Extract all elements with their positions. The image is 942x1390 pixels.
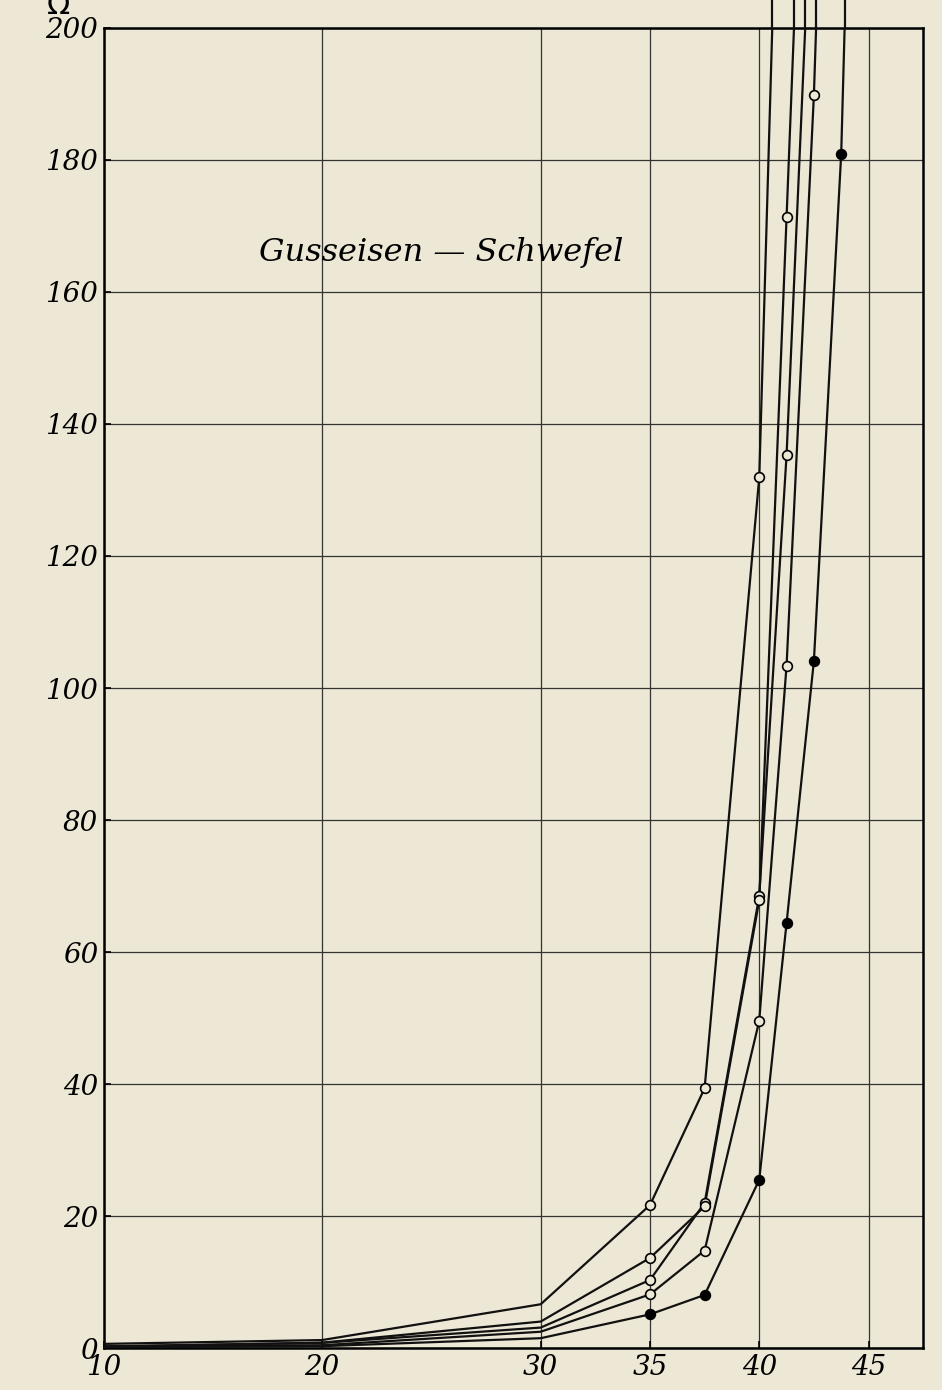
Text: Gusseisen — Schwefel: Gusseisen — Schwefel xyxy=(259,236,624,268)
Text: $\Omega$: $\Omega$ xyxy=(46,0,71,21)
